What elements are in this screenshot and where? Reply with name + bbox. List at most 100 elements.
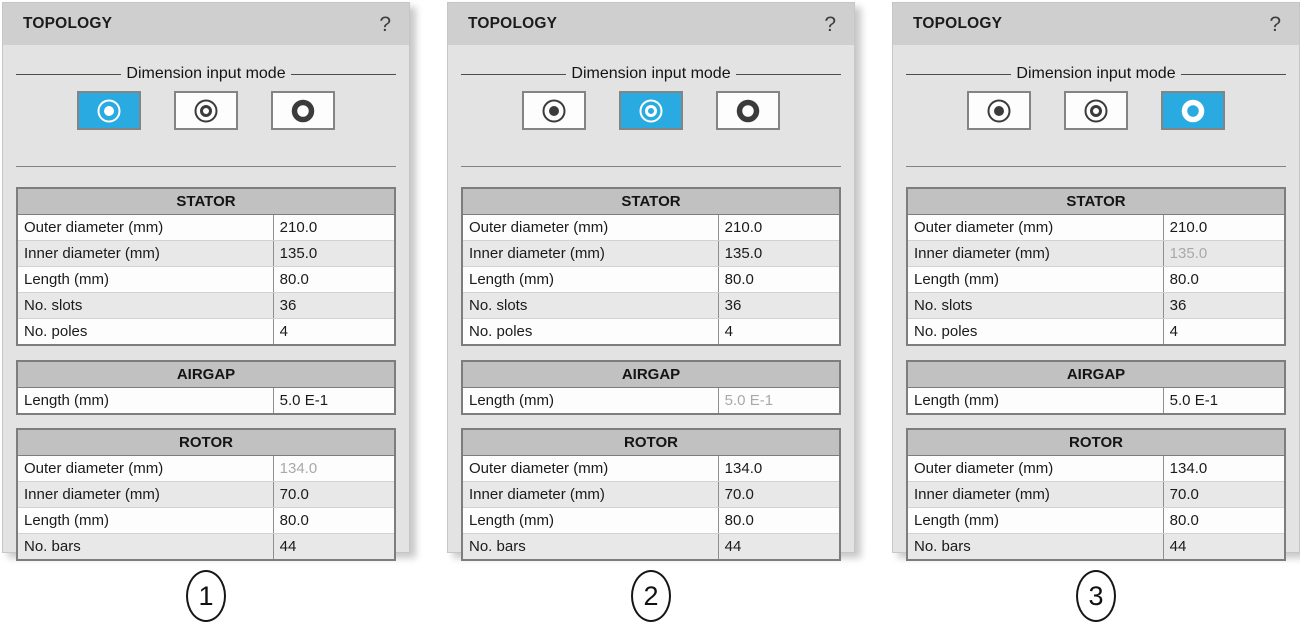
row-value[interactable]: 210.0 — [724, 219, 763, 236]
legend-line-left — [461, 73, 567, 75]
row-value[interactable]: 134.0 — [724, 460, 763, 477]
table-row: Outer diameter (mm) 134.0 — [18, 456, 394, 481]
stator-table-header: STATOR — [18, 189, 394, 215]
row-label: Outer diameter (mm) — [463, 215, 719, 240]
airgap-table: AIRGAP Length (mm) 5.0 E-1 — [906, 360, 1286, 415]
help-icon[interactable]: ? — [824, 12, 836, 36]
dimension-input-mode-label: Dimension input mode — [1016, 65, 1176, 82]
thick-ring-icon — [289, 97, 317, 125]
row-value[interactable]: 80.0 — [724, 512, 754, 529]
table-row: No. poles 4 — [18, 318, 394, 344]
table-row: Length (mm) 80.0 — [908, 266, 1284, 292]
row-value[interactable]: 70.0 — [279, 486, 309, 503]
dimension-mode-2-button[interactable] — [1064, 91, 1128, 130]
row-value[interactable]: 5.0 E-1 — [1169, 392, 1219, 409]
row-value[interactable]: 36 — [1169, 297, 1187, 314]
row-label: Inner diameter (mm) — [463, 241, 719, 266]
legend-line-left — [16, 73, 122, 75]
row-label: Inner diameter (mm) — [463, 482, 719, 507]
rotor-table-header: ROTOR — [18, 430, 394, 456]
panel-titlebar: TOPOLOGY ? — [3, 3, 409, 45]
row-value[interactable]: 70.0 — [724, 486, 754, 503]
panel-title: TOPOLOGY — [468, 15, 558, 32]
row-value[interactable]: 44 — [724, 538, 742, 555]
dimension-mode-1-button[interactable] — [77, 91, 141, 130]
row-value[interactable]: 80.0 — [279, 512, 309, 529]
legend-line-left — [906, 73, 1012, 75]
row-value[interactable]: 80.0 — [1169, 271, 1199, 288]
mode-buttons — [461, 91, 841, 130]
rotor-table: ROTOR Outer diameter (mm) 134.0 Inner di… — [906, 428, 1286, 561]
row-value[interactable]: 210.0 — [1169, 219, 1208, 236]
table-row: Length (mm) 80.0 — [463, 507, 839, 533]
section-divider — [461, 166, 841, 167]
row-label: No. bars — [463, 534, 719, 559]
row-value[interactable]: 4 — [279, 323, 289, 340]
rotor-table: ROTOR Outer diameter (mm) 134.0 Inner di… — [16, 428, 396, 561]
dimension-mode-1-button[interactable] — [522, 91, 586, 130]
row-value[interactable]: 135.0 — [724, 245, 763, 262]
panel-title: TOPOLOGY — [913, 15, 1003, 32]
dimension-mode-2-button[interactable] — [619, 91, 683, 130]
airgap-table-header: AIRGAP — [463, 362, 839, 388]
circle-filled-dot-icon — [985, 97, 1013, 125]
row-value: 134.0 — [279, 460, 318, 477]
row-label: No. slots — [18, 293, 274, 318]
help-icon[interactable]: ? — [1269, 12, 1281, 36]
thick-ring-icon — [1179, 97, 1207, 125]
row-label: Inner diameter (mm) — [18, 241, 274, 266]
row-value[interactable]: 135.0 — [279, 245, 318, 262]
row-value[interactable]: 36 — [279, 297, 297, 314]
row-value[interactable]: 5.0 E-1 — [279, 392, 329, 409]
row-value[interactable]: 80.0 — [1169, 512, 1199, 529]
row-label: Length (mm) — [463, 267, 719, 292]
dimension-mode-2-button[interactable] — [174, 91, 238, 130]
section-divider — [16, 166, 396, 167]
table-row: No. poles 4 — [908, 318, 1284, 344]
table-row: Inner diameter (mm) 135.0 — [908, 240, 1284, 266]
section-divider — [906, 166, 1286, 167]
table-row: No. slots 36 — [908, 292, 1284, 318]
table-row: Length (mm) 5.0 E-1 — [908, 388, 1284, 413]
airgap-table-header: AIRGAP — [18, 362, 394, 388]
panels-row: TOPOLOGY ? Dimension input mode — [2, 2, 1300, 561]
row-value[interactable]: 44 — [1169, 538, 1187, 555]
airgap-table: AIRGAP Length (mm) 5.0 E-1 — [16, 360, 396, 415]
table-row: Length (mm) 80.0 — [463, 266, 839, 292]
row-value[interactable]: 80.0 — [724, 271, 754, 288]
mode-buttons — [906, 91, 1286, 130]
stator-table-header: STATOR — [463, 189, 839, 215]
concentric-circles-icon — [192, 97, 220, 125]
panel-body: Dimension input mode — [3, 65, 409, 561]
legend-line-right — [735, 73, 842, 75]
row-value[interactable]: 4 — [724, 323, 734, 340]
stator-table: STATOR Outer diameter (mm) 210.0 Inner d… — [906, 187, 1286, 346]
row-label: No. slots — [908, 293, 1164, 318]
topology-panel-1: TOPOLOGY ? Dimension input mode — [2, 2, 410, 561]
row-value[interactable]: 134.0 — [1169, 460, 1208, 477]
dimension-mode-1-button[interactable] — [967, 91, 1031, 130]
row-label: Inner diameter (mm) — [908, 482, 1164, 507]
help-icon[interactable]: ? — [379, 12, 391, 36]
rotor-table-header: ROTOR — [908, 430, 1284, 456]
dimension-mode-3-button[interactable] — [716, 91, 780, 130]
table-row: No. poles 4 — [463, 318, 839, 344]
row-value[interactable]: 80.0 — [279, 271, 309, 288]
row-value: 135.0 — [1169, 245, 1208, 262]
row-value[interactable]: 44 — [279, 538, 297, 555]
dimension-input-mode-group: Dimension input mode — [906, 65, 1287, 83]
dimension-input-mode-label: Dimension input mode — [571, 65, 731, 82]
row-label: Length (mm) — [463, 508, 719, 533]
dimension-mode-3-button[interactable] — [271, 91, 335, 130]
row-value[interactable]: 210.0 — [279, 219, 318, 236]
row-value[interactable]: 4 — [1169, 323, 1179, 340]
table-row: Outer diameter (mm) 134.0 — [908, 456, 1284, 481]
caption-cell-1: 1 — [2, 570, 410, 622]
table-row: Length (mm) 5.0 E-1 — [463, 388, 839, 413]
row-label: Outer diameter (mm) — [18, 215, 274, 240]
row-value[interactable]: 70.0 — [1169, 486, 1199, 503]
dimension-mode-3-button[interactable] — [1161, 91, 1225, 130]
thick-ring-icon — [734, 97, 762, 125]
table-row: Outer diameter (mm) 210.0 — [908, 215, 1284, 240]
row-value[interactable]: 36 — [724, 297, 742, 314]
